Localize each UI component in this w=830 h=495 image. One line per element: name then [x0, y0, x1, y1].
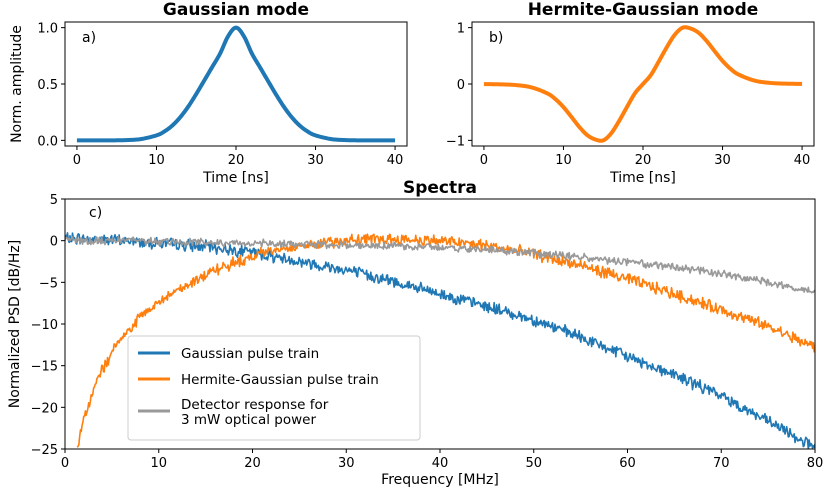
x-tick-label: 80	[807, 456, 824, 471]
x-tick-label: 0	[61, 456, 69, 471]
y-tick-label: −20	[31, 401, 58, 416]
x-tick-label: 60	[619, 456, 636, 471]
y-tick-label: −5	[39, 276, 58, 291]
x-tick-label: 70	[713, 456, 730, 471]
x-tick-label: 50	[525, 456, 542, 471]
y-tick-label: 1	[457, 22, 465, 37]
x-tick-label: 40	[387, 153, 404, 168]
series-line-3	[65, 235, 815, 294]
x-tick-label: 0	[73, 153, 81, 168]
legend-label-3: Detector response for	[181, 397, 329, 413]
x-tick-label: 20	[244, 456, 261, 471]
series-line-1	[482, 25, 804, 143]
y-tick-label: 0	[50, 235, 58, 250]
chart-title: Spectra	[403, 178, 477, 198]
x-axis-label: Time [ns]	[609, 170, 676, 186]
series-line-2	[76, 233, 815, 448]
chart-c: Spectra 0 10 20 30 40 50 60 70 80 −25 −20 −15 −10 −5 0 5…	[7, 178, 823, 488]
y-tick-label: 0.0	[37, 134, 58, 149]
y-tick-label: −1	[446, 134, 465, 149]
y-tick-label: −10	[31, 318, 58, 333]
panel-label: b)	[489, 30, 503, 46]
series-line-1	[75, 25, 397, 143]
x-axis-label: Frequency [MHz]	[381, 472, 499, 488]
x-tick-label: 20	[635, 153, 652, 168]
x-tick-label: 40	[794, 153, 811, 168]
y-tick-label: 0.5	[37, 78, 58, 93]
chart-b: Hermite-Gaussian mode 0 10 20 30 40 −1 0 1 Time […	[446, 0, 815, 186]
y-tick-label: −15	[31, 360, 58, 375]
y-axis-label: Norm. amplitude	[9, 25, 25, 143]
chart-title: Hermite-Gaussian mode	[528, 0, 759, 20]
x-tick-label: 10	[148, 153, 165, 168]
x-tick-label: 10	[555, 153, 572, 168]
plot-frame	[64, 21, 408, 147]
legend-box	[127, 335, 421, 441]
y-axis-label: Normalized PSD [dB/Hz]	[7, 240, 23, 408]
x-tick-label: 10	[150, 456, 167, 471]
y-tick-label: −25	[31, 443, 58, 458]
chart-title: Gaussian mode	[163, 0, 309, 20]
legend-label-1: Gaussian pulse train	[181, 346, 319, 362]
series-line-1	[65, 232, 815, 449]
x-axis-label: Time [ns]	[202, 170, 269, 186]
x-tick-label: 30	[307, 153, 324, 168]
chart-a: Gaussian mode 0 10 20 30 40 0.0 0.5 1.0 Time [ns]…	[9, 0, 408, 186]
x-tick-label: 0	[480, 153, 488, 168]
legend-label-2: Hermite-Gaussian pulse train	[181, 372, 379, 388]
x-tick-label: 30	[714, 153, 731, 168]
panel-label: c)	[89, 205, 102, 221]
panel-label: a)	[82, 30, 96, 46]
x-tick-label: 40	[432, 456, 449, 471]
x-tick-label: 20	[228, 153, 245, 168]
legend-label-3: 3 mW optical power	[181, 412, 316, 428]
y-tick-label: 5	[50, 193, 58, 208]
x-tick-label: 30	[338, 456, 355, 471]
y-tick-label: 1.0	[37, 22, 58, 37]
y-tick-label: 0	[457, 78, 465, 93]
